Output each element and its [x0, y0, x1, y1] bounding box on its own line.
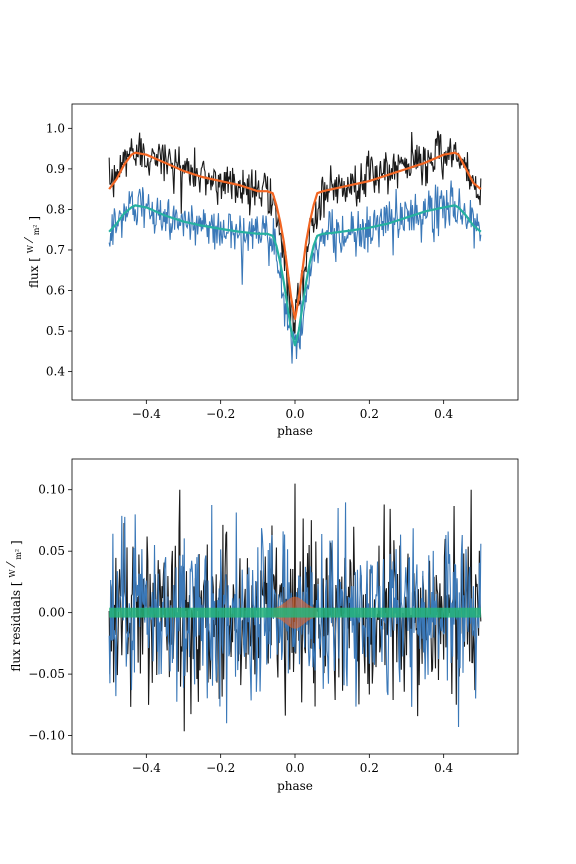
top-data-layer — [108, 130, 482, 364]
top-x-tick-label: 0.2 — [360, 407, 379, 421]
bottom-x-tick-label: 0.0 — [285, 761, 304, 775]
top-y-tick-label: 0.7 — [46, 243, 65, 257]
top-y-tick-label: 0.6 — [46, 284, 65, 298]
top-series-model-2 — [108, 204, 482, 347]
top-y-tick-label: 0.9 — [46, 162, 65, 176]
top-x-ticks: −0.4 −0.2 0.0 0.2 0.4 — [132, 400, 454, 421]
bottom-y-tick-label: 0.10 — [38, 483, 65, 497]
bottom-x-axis-label: phase — [277, 779, 313, 793]
top-y-label-unit-den: m² — [32, 224, 41, 235]
top-panel: 0.4 0.5 0.6 0.7 0.8 0.9 1.0 −0.4 −0.2 0.0 0.2 0.4 … — [22, 103, 519, 438]
top-y-tick-label: 0.5 — [46, 324, 65, 338]
bottom-x-tick-label: −0.4 — [132, 761, 162, 775]
top-series-model-1 — [108, 151, 482, 320]
top-x-tick-label: 0.4 — [434, 407, 453, 421]
top-y-tick-label: 0.8 — [46, 202, 65, 216]
bottom-y-label-unit-den: m² — [14, 549, 23, 560]
bottom-x-tick-label: −0.2 — [206, 761, 235, 775]
bottom-x-tick-label: 0.4 — [434, 761, 453, 775]
bottom-y-tick-label: 0.00 — [38, 606, 65, 620]
top-x-tick-label: 0.0 — [285, 407, 304, 421]
top-series-data-2 — [108, 180, 482, 364]
top-series-data-1 — [108, 130, 482, 342]
bottom-panel: −0.10 −0.05 0.00 0.05 0.10 −0.4 −0.2 0.0 0.2 0.4… — [4, 458, 519, 793]
bottom-y-axis-label: flux residuals [ W ⁄ m² ] — [4, 540, 24, 671]
bottom-y-label-main: flux residuals — [9, 590, 23, 672]
top-y-label-main: flux — [27, 265, 41, 288]
top-x-axis-label: phase — [277, 424, 313, 438]
top-y-tick-label: 1.0 — [46, 121, 65, 135]
bottom-y-tick-label: −0.10 — [28, 729, 65, 743]
top-y-ticks: 0.4 0.5 0.6 0.7 0.8 0.9 1.0 — [46, 121, 72, 379]
svg-text:flux residuals [: flux residuals [ W ⁄ m² ] — [4, 540, 24, 671]
bottom-y-tick-label: 0.05 — [38, 544, 65, 558]
top-y-tick-label: 0.4 — [46, 365, 65, 379]
svg-text:flux [ W: flux [ W ⁄ m² ] — [22, 216, 42, 288]
bottom-x-ticks: −0.4 −0.2 0.0 0.2 0.4 — [132, 754, 454, 775]
bottom-band-model-2 — [109, 607, 481, 618]
top-y-label-unit-num: W — [26, 244, 35, 253]
bottom-y-ticks: −0.10 −0.05 0.00 0.05 0.10 — [28, 483, 72, 743]
bottom-x-tick-label: 0.2 — [360, 761, 379, 775]
top-y-axis-label: flux [ W ⁄ m² ] — [22, 216, 42, 288]
top-x-tick-label: −0.4 — [132, 407, 162, 421]
bottom-y-label-unit-num: W — [8, 569, 17, 578]
bottom-y-tick-label: −0.05 — [28, 667, 65, 681]
top-x-tick-label: −0.2 — [206, 407, 235, 421]
bottom-data-layer — [108, 483, 482, 732]
